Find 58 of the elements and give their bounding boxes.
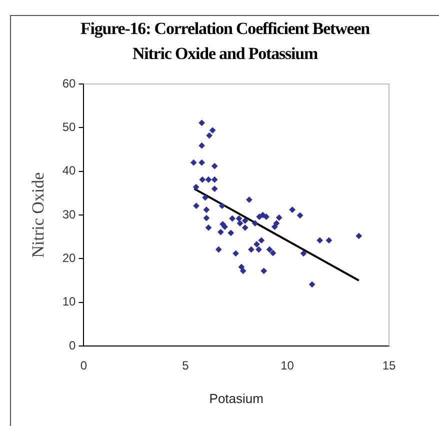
- y-tick-label: 10: [62, 294, 76, 309]
- y-axis-title: Nitric Oxide: [28, 172, 48, 258]
- x-tick-label: 15: [382, 358, 396, 373]
- point: [308, 281, 316, 288]
- point: [240, 268, 246, 274]
- point: [258, 237, 265, 244]
- x-tick-label: 5: [182, 358, 190, 373]
- y-tick-label: 50: [62, 120, 76, 134]
- point: [199, 176, 206, 183]
- point: [193, 202, 200, 210]
- point: [296, 212, 304, 219]
- point: [192, 184, 200, 190]
- point: [270, 250, 276, 256]
- point: [203, 214, 210, 222]
- point: [238, 264, 245, 270]
- point: [263, 214, 270, 220]
- point: [232, 250, 239, 257]
- point: [215, 246, 222, 253]
- point: [246, 196, 252, 203]
- point: [228, 230, 234, 236]
- x-axis-title: Potasium: [209, 390, 264, 406]
- point: [236, 220, 244, 226]
- point: [326, 237, 332, 244]
- point: [242, 224, 248, 231]
- point: [229, 215, 236, 222]
- point: [206, 132, 213, 139]
- point: [356, 232, 362, 240]
- point: [236, 215, 242, 222]
- point: [300, 250, 307, 257]
- point: [198, 142, 205, 149]
- point: [273, 220, 280, 226]
- x-tick-label: 10: [280, 358, 294, 373]
- y-tick-label: 40: [62, 164, 76, 178]
- point: [211, 176, 218, 183]
- x-tick-label: 0: [80, 358, 88, 373]
- y-tick-label: 60: [62, 76, 76, 90]
- point: [252, 220, 258, 226]
- point: [209, 127, 216, 134]
- y-tick-label: 20: [62, 250, 76, 265]
- point: [205, 176, 212, 183]
- point: [190, 159, 197, 166]
- point: [211, 162, 218, 170]
- y-tick-label: 30: [62, 207, 76, 222]
- chart-title: Figure-16: Correlation Coefficient Between Nitric Oxide and Potassium: [79, 18, 371, 65]
- point: [218, 228, 224, 236]
- point: [260, 268, 268, 274]
- point: [289, 206, 296, 213]
- point: [242, 217, 248, 224]
- point: [254, 241, 260, 248]
- point: [198, 159, 205, 166]
- point: [266, 246, 273, 253]
- point: [198, 120, 205, 126]
- point: [276, 214, 282, 221]
- point: [211, 186, 218, 192]
- point: [205, 224, 212, 231]
- point: [316, 237, 324, 244]
- y-tick-label: 0: [69, 338, 76, 352]
- point: [218, 202, 226, 210]
